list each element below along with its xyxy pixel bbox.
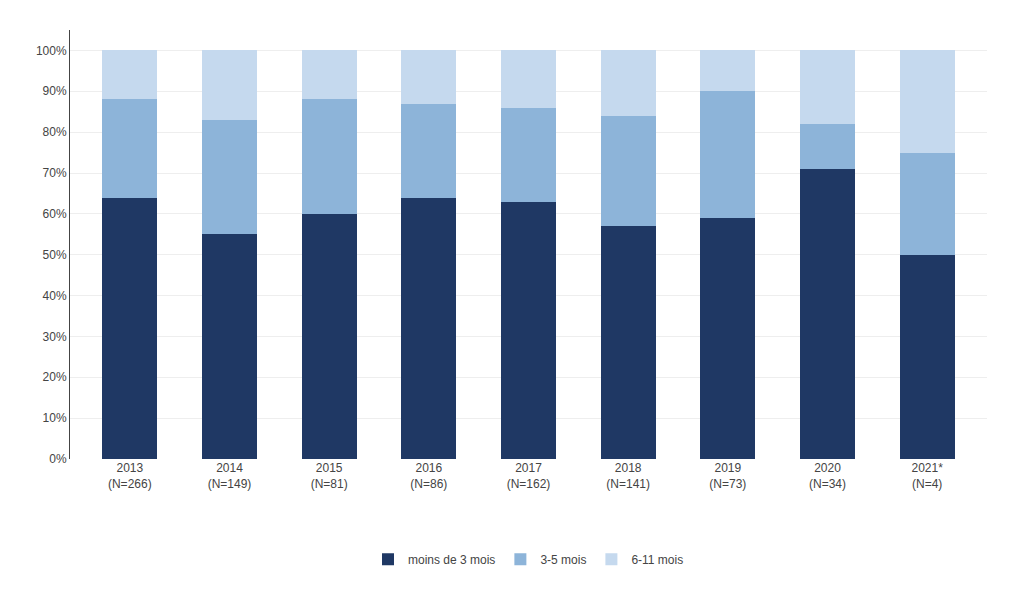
svg-text:moins de 3 mois: moins de 3 mois [408, 553, 495, 567]
svg-text:60%: 60% [43, 207, 67, 221]
svg-text:2019(N=73): 2019(N=73) [709, 461, 746, 491]
svg-text:2020(N=34): 2020(N=34) [809, 461, 846, 491]
svg-text:0%: 0% [49, 452, 67, 466]
svg-text:2017(N=162): 2017(N=162) [507, 461, 551, 491]
svg-text:20%: 20% [43, 370, 67, 384]
svg-text:2014(N=149): 2014(N=149) [208, 461, 252, 491]
svg-text:6-11 mois: 6-11 mois [631, 553, 683, 567]
svg-text:70%: 70% [43, 166, 67, 180]
svg-text:2016(N=86): 2016(N=86) [410, 461, 447, 491]
svg-text:2021*(N=4): 2021*(N=4) [912, 461, 944, 491]
svg-text:40%: 40% [43, 289, 67, 303]
svg-text:50%: 50% [43, 248, 67, 262]
svg-text:90%: 90% [43, 84, 67, 98]
svg-text:10%: 10% [43, 411, 67, 425]
svg-text:2013(N=266): 2013(N=266) [108, 461, 152, 491]
svg-text:100%: 100% [36, 44, 67, 58]
svg-text:3-5 mois: 3-5 mois [540, 553, 586, 567]
svg-text:80%: 80% [43, 125, 67, 139]
svg-text:30%: 30% [43, 330, 67, 344]
svg-text:2015(N=81): 2015(N=81) [311, 461, 348, 491]
svg-text:2018(N=141): 2018(N=141) [606, 461, 650, 491]
